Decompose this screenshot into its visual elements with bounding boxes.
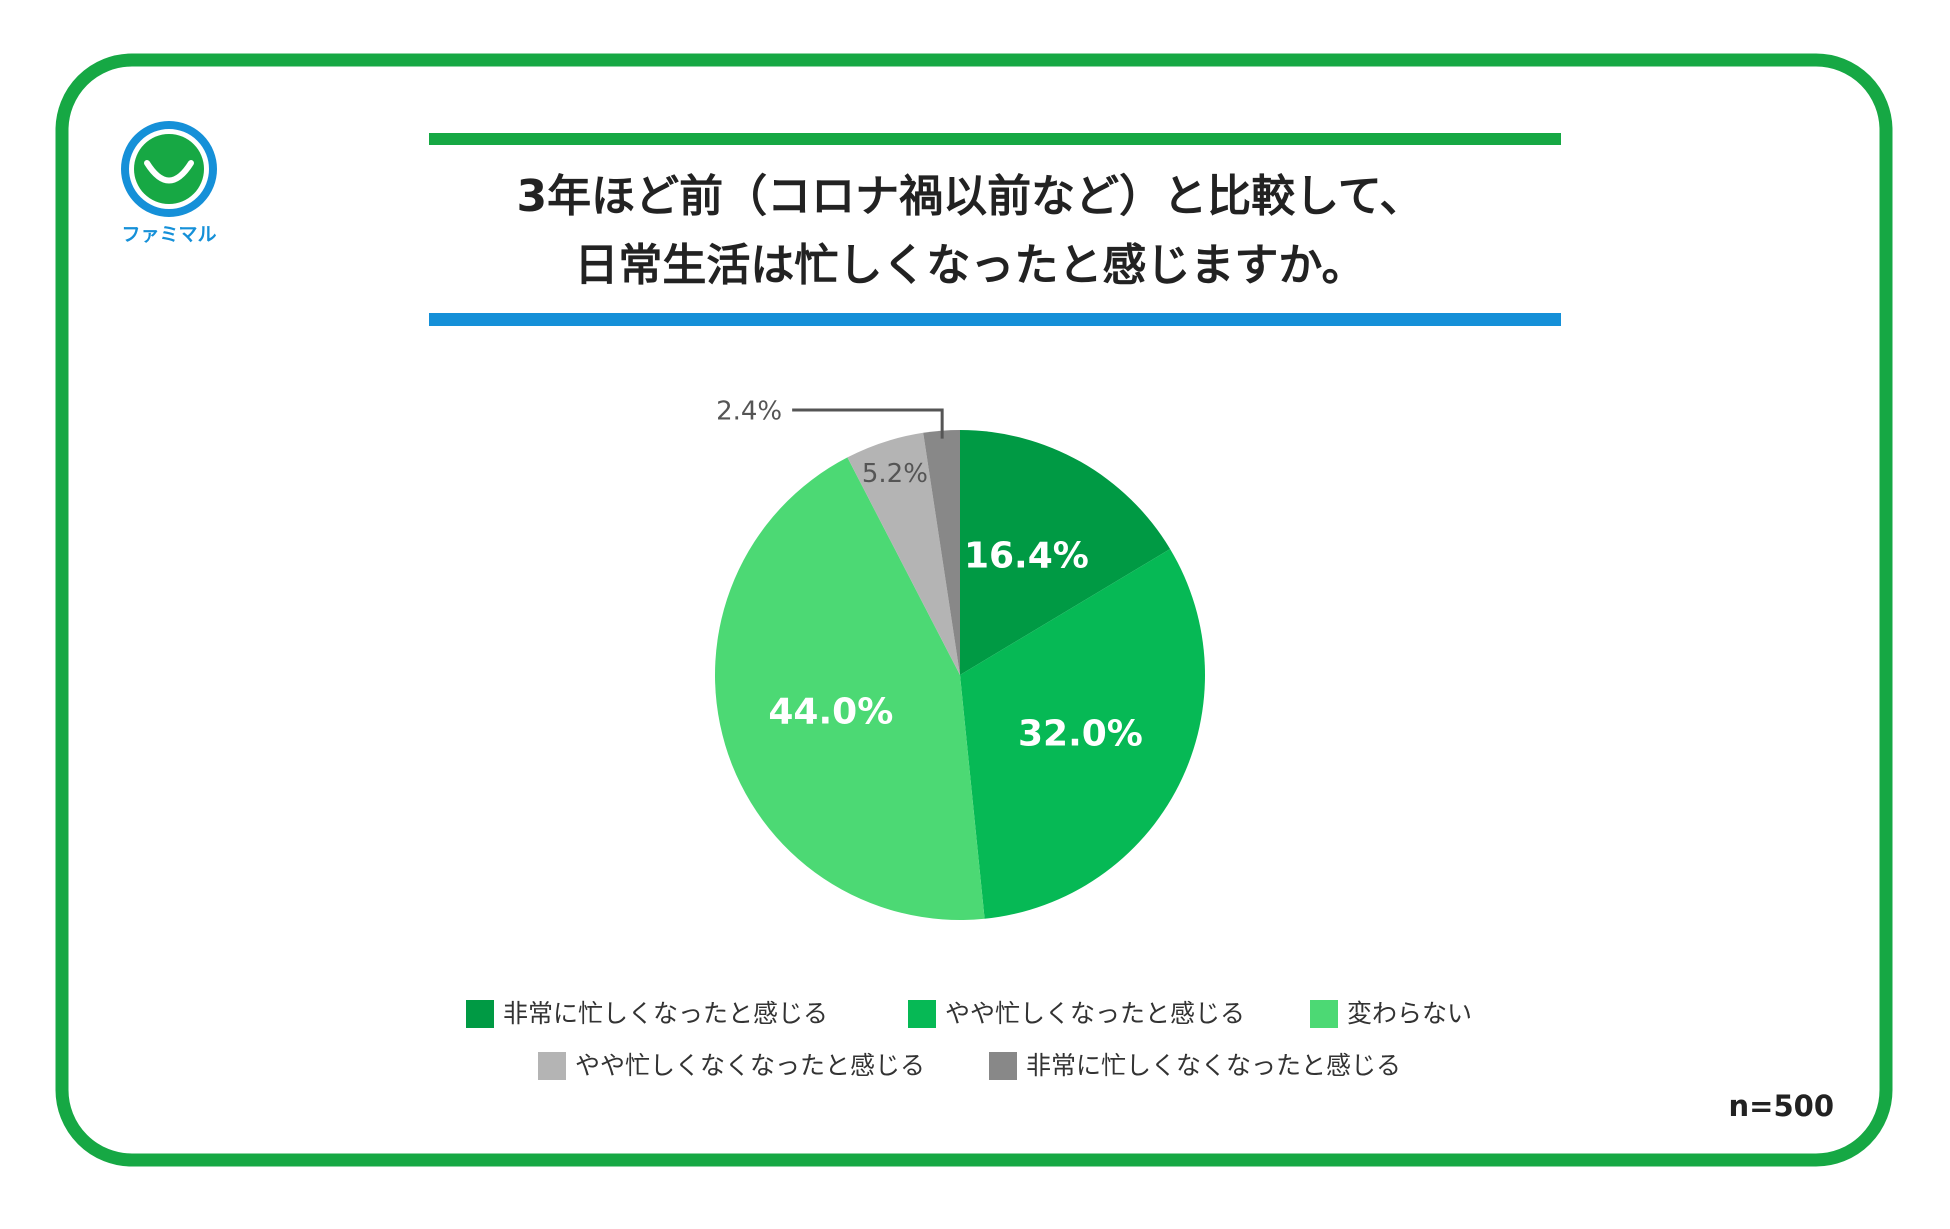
logo-face	[134, 134, 204, 204]
legend-swatch	[989, 1052, 1017, 1080]
pie-slice	[714, 457, 985, 920]
pie-slice	[923, 430, 960, 675]
data-label: 16.4%	[964, 536, 1089, 577]
legend-label: 変わらない	[1347, 999, 1472, 1028]
legend-swatch	[908, 1000, 936, 1028]
data-label: 2.4%	[716, 397, 782, 427]
data-label: 32.0%	[1018, 713, 1143, 754]
legend-label: やや忙しくなったと感じる	[945, 999, 1245, 1028]
legend-swatch	[538, 1052, 566, 1080]
legend-label: 非常に忙しくなったと感じる	[503, 999, 828, 1028]
pie-slice	[960, 430, 1171, 675]
title-bar-top	[429, 133, 1561, 145]
title-bar-bottom	[429, 313, 1561, 326]
chart-title: 日常生活は忙しくなったと感じますか。	[574, 240, 1365, 291]
legend-swatch	[1310, 1000, 1338, 1028]
data-label: 44.0%	[768, 691, 893, 732]
chart-title: 3年ほど前（コロナ禍以前など）と比較して、	[516, 171, 1423, 222]
data-label: 5.2%	[862, 459, 928, 489]
leader-line	[792, 408, 944, 439]
logo-text: ファミマル	[121, 224, 216, 246]
logo-smile	[144, 160, 194, 184]
legend-label: 非常に忙しくなくなったと感じる	[1026, 1051, 1401, 1080]
legend-swatch	[466, 1000, 494, 1028]
legend-label: やや忙しくなくなったと感じる	[575, 1051, 925, 1080]
pie-slice	[847, 432, 960, 675]
sample-size: n=500	[1729, 1089, 1834, 1123]
pie-slice	[960, 548, 1205, 919]
